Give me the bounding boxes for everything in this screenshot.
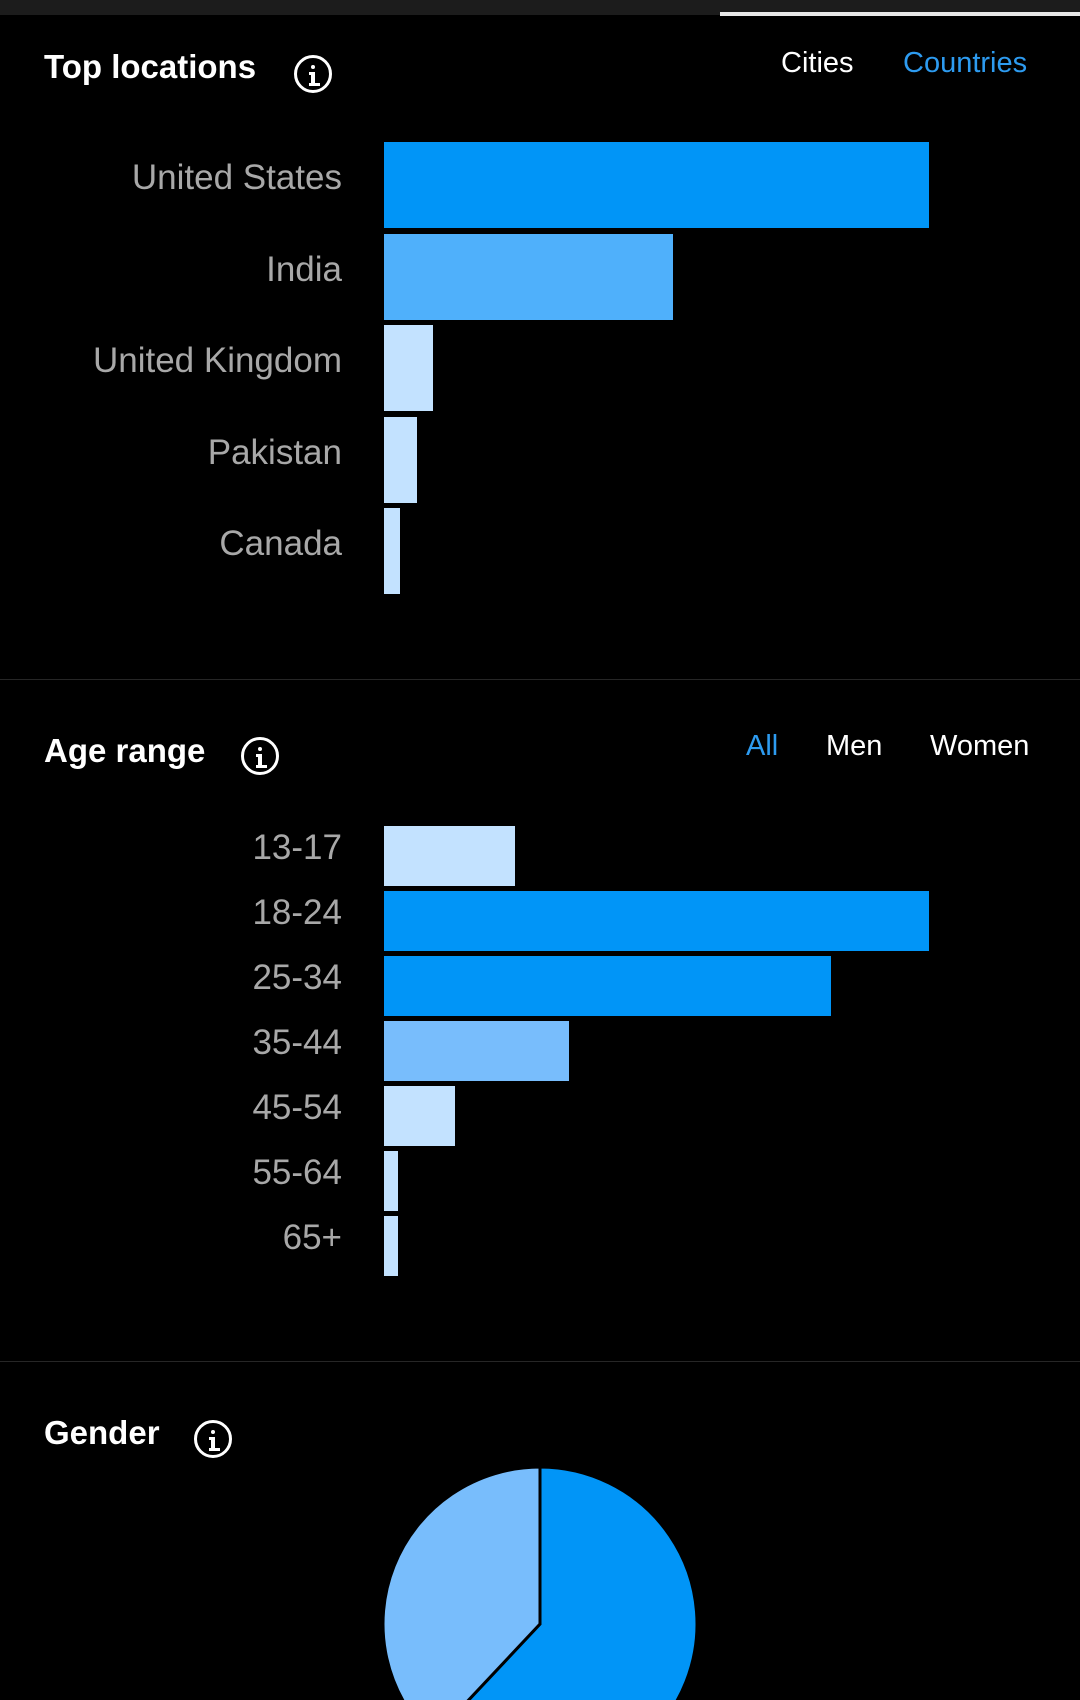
gender-section: Gender xyxy=(0,1362,1080,1700)
bar[interactable] xyxy=(384,1021,570,1081)
section-title: Gender xyxy=(44,1414,160,1451)
bar[interactable] xyxy=(384,142,929,228)
info-icon[interactable] xyxy=(194,1420,232,1458)
bar-label: Pakistan xyxy=(207,432,342,472)
bar[interactable] xyxy=(384,1216,398,1276)
bar[interactable] xyxy=(384,416,417,503)
tab-all[interactable]: All xyxy=(746,730,779,762)
bar[interactable] xyxy=(384,891,929,951)
bar-label: Canada xyxy=(219,524,342,563)
bar-label: United States xyxy=(131,158,342,197)
bar-label: 25-34 xyxy=(252,958,342,997)
bar-label: India xyxy=(266,249,342,289)
bar-label: 13-17 xyxy=(252,828,342,867)
gender-pie-chart xyxy=(381,1465,699,1700)
bar[interactable] xyxy=(384,325,434,411)
bar[interactable] xyxy=(384,1151,398,1211)
section-title: Age range xyxy=(44,732,206,769)
bar-label: 18-24 xyxy=(252,893,342,932)
bar-label: United Kingdom xyxy=(92,341,342,380)
top-locations-section: Top locations Cities Countries United St… xyxy=(0,0,1080,680)
bar[interactable] xyxy=(384,508,401,594)
tab-cities[interactable]: Cities xyxy=(781,47,854,79)
pie-slice[interactable] xyxy=(381,1465,542,1700)
age-range-section: Age range All Men Women 13-17 18-24 25-34 3… xyxy=(0,680,1080,1362)
tab-men[interactable]: Men xyxy=(826,730,883,762)
divider xyxy=(0,1361,1080,1362)
bar-label: 45-54 xyxy=(252,1088,342,1127)
section-title: Top locations xyxy=(44,48,257,85)
bar[interactable] xyxy=(384,826,515,886)
pie-slice[interactable] xyxy=(433,1465,699,1700)
bar[interactable] xyxy=(384,233,673,320)
bar-label: 55-64 xyxy=(252,1153,342,1192)
info-icon[interactable] xyxy=(241,737,279,775)
divider xyxy=(0,679,1080,680)
tab-women[interactable]: Women xyxy=(930,730,1030,762)
info-icon[interactable] xyxy=(294,55,332,93)
bar[interactable] xyxy=(384,956,831,1016)
tab-countries[interactable]: Countries xyxy=(903,47,1028,79)
tab-indicator xyxy=(720,12,1080,16)
bar[interactable] xyxy=(384,1086,455,1146)
bar-label: 35-44 xyxy=(252,1023,342,1062)
bar-label: 65+ xyxy=(282,1218,342,1257)
top-bar xyxy=(0,0,1080,15)
